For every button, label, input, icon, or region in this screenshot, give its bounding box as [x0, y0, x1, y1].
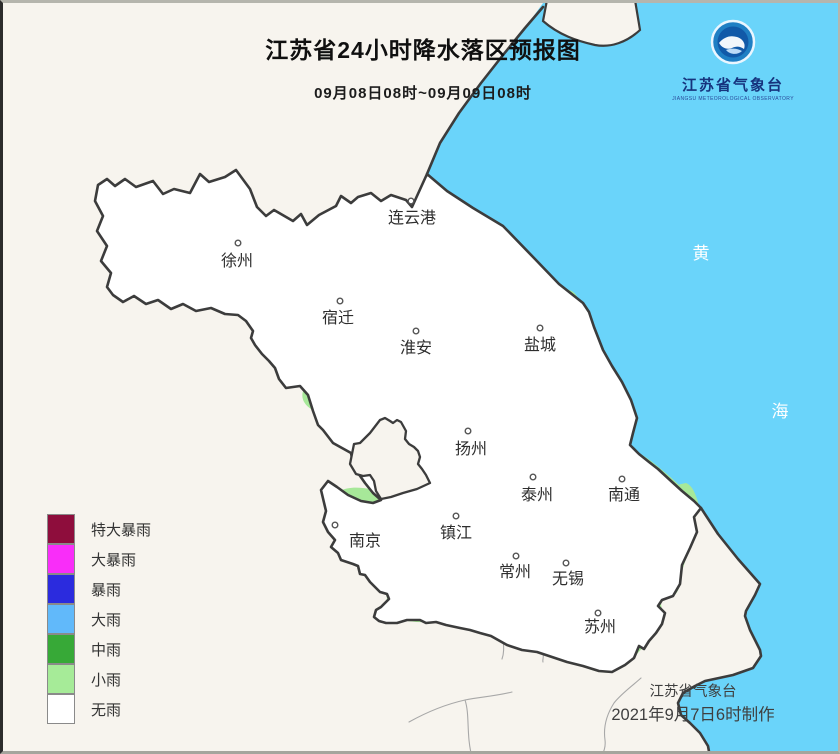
city-markers: [234, 197, 626, 617]
forecast-period: 09月08日08时~09月09日08时: [314, 85, 532, 102]
city-label-changzhou: 常州: [499, 563, 531, 581]
coastline-north-bay: [425, 5, 545, 176]
city-label-lianyungang: 连云港: [388, 209, 436, 227]
legend-label: 中雨: [91, 641, 122, 659]
yellow-sea: [427, 3, 838, 751]
city-label-xuzhou: 徐州: [221, 252, 253, 270]
city-dot-changzhou: [512, 552, 520, 560]
city-labels: 徐州 连云港 宿迁 淮安 盐城 扬州 泰州 南通 南京 镇江 常州 无锡 苏州: [219, 208, 641, 638]
city-label-suzhou: 苏州: [584, 618, 616, 636]
legend-swatch-rainstorm: [47, 573, 75, 604]
legend-swatch-heavy-rainstorm: [47, 543, 75, 574]
page-title: 江苏省24小时降水落区预报图: [265, 37, 581, 63]
legend-label: 大雨: [91, 611, 122, 629]
legend-row: 大暴雨: [47, 543, 151, 574]
city-dot-xuzhou: [234, 239, 242, 247]
legend-row: 无雨: [47, 693, 151, 724]
city-dot-lianyungang: [407, 197, 415, 205]
city-dot-wuxi: [562, 559, 570, 567]
city-dot-suqian: [336, 297, 344, 305]
city-dot-yancheng: [536, 324, 544, 332]
city-dot-huaian: [412, 327, 420, 335]
city-label-wuxi: 无锡: [552, 570, 584, 588]
city-dot-yangzhou: [464, 427, 472, 435]
shandong-coast-wedge: [541, 3, 642, 47]
observatory-emblem-icon: [710, 19, 756, 65]
observatory-name: 江苏省气象台: [681, 77, 784, 94]
legend-row: 暴雨: [47, 573, 151, 604]
legend-swatch-moderate-rain: [47, 633, 75, 664]
jiangsu-precipitation-map: 徐州 连云港 宿迁 淮安 盐城 扬州 泰州 南通 南京 镇江 常州 无锡 苏州 …: [3, 3, 838, 751]
credit-line1: 江苏省气象台: [650, 683, 737, 700]
city-dot-zhenjiang: [452, 512, 460, 520]
title-block: 江苏省24小时降水落区预报图 09月08日08时~09月09日08时: [3, 31, 838, 103]
city-label-nantong: 南通: [608, 486, 640, 504]
coastline-south: [676, 506, 763, 751]
legend-row: 特大暴雨: [47, 513, 152, 544]
city-label-zhenjiang: 镇江: [440, 524, 472, 542]
legend-label: 无雨: [91, 701, 122, 719]
city-dot-taizhou: [529, 473, 537, 481]
legend-label: 小雨: [91, 671, 122, 689]
legend-swatch-no-rain: [47, 693, 75, 724]
sea-label-hai: 海: [772, 402, 789, 421]
city-dot-suzhou: [594, 609, 602, 617]
city-dot-nanjing: [331, 521, 339, 529]
city-dot-nantong: [618, 475, 626, 483]
sea-label-huang: 黄: [693, 244, 710, 263]
credit-line2: 2021年9月7日6时制作: [611, 705, 774, 724]
observatory-logo: 江苏省气象台 JIANGSU METEOROLOGICAL OBSERVATOR…: [667, 19, 799, 102]
city-label-taizhou: 泰州: [521, 486, 553, 504]
city-label-yancheng: 盐城: [524, 336, 556, 354]
city-label-suqian: 宿迁: [322, 309, 354, 327]
legend-label: 大暴雨: [91, 551, 137, 569]
legend-row: 小雨: [47, 663, 151, 694]
observatory-name-en: JIANGSU METEOROLOGICAL OBSERVATORY: [672, 96, 794, 102]
city-label-nanjing: 南京: [349, 532, 381, 550]
precipitation-legend: 特大暴雨 大暴雨 暴雨 大雨 中雨 小雨 无雨: [47, 513, 152, 724]
legend-label: 特大暴雨: [91, 521, 152, 539]
legend-swatch-heavy-rain: [47, 603, 75, 634]
legend-row: 中雨: [47, 633, 151, 664]
city-label-yangzhou: 扬州: [455, 440, 487, 458]
legend-row: 大雨: [47, 603, 151, 634]
tianchang-wedge: [348, 416, 432, 501]
legend-swatch-extreme-rainstorm: [47, 513, 75, 544]
legend-swatch-light-rain: [47, 663, 75, 694]
city-label-huaian: 淮安: [400, 339, 432, 357]
legend-label: 暴雨: [91, 581, 122, 599]
